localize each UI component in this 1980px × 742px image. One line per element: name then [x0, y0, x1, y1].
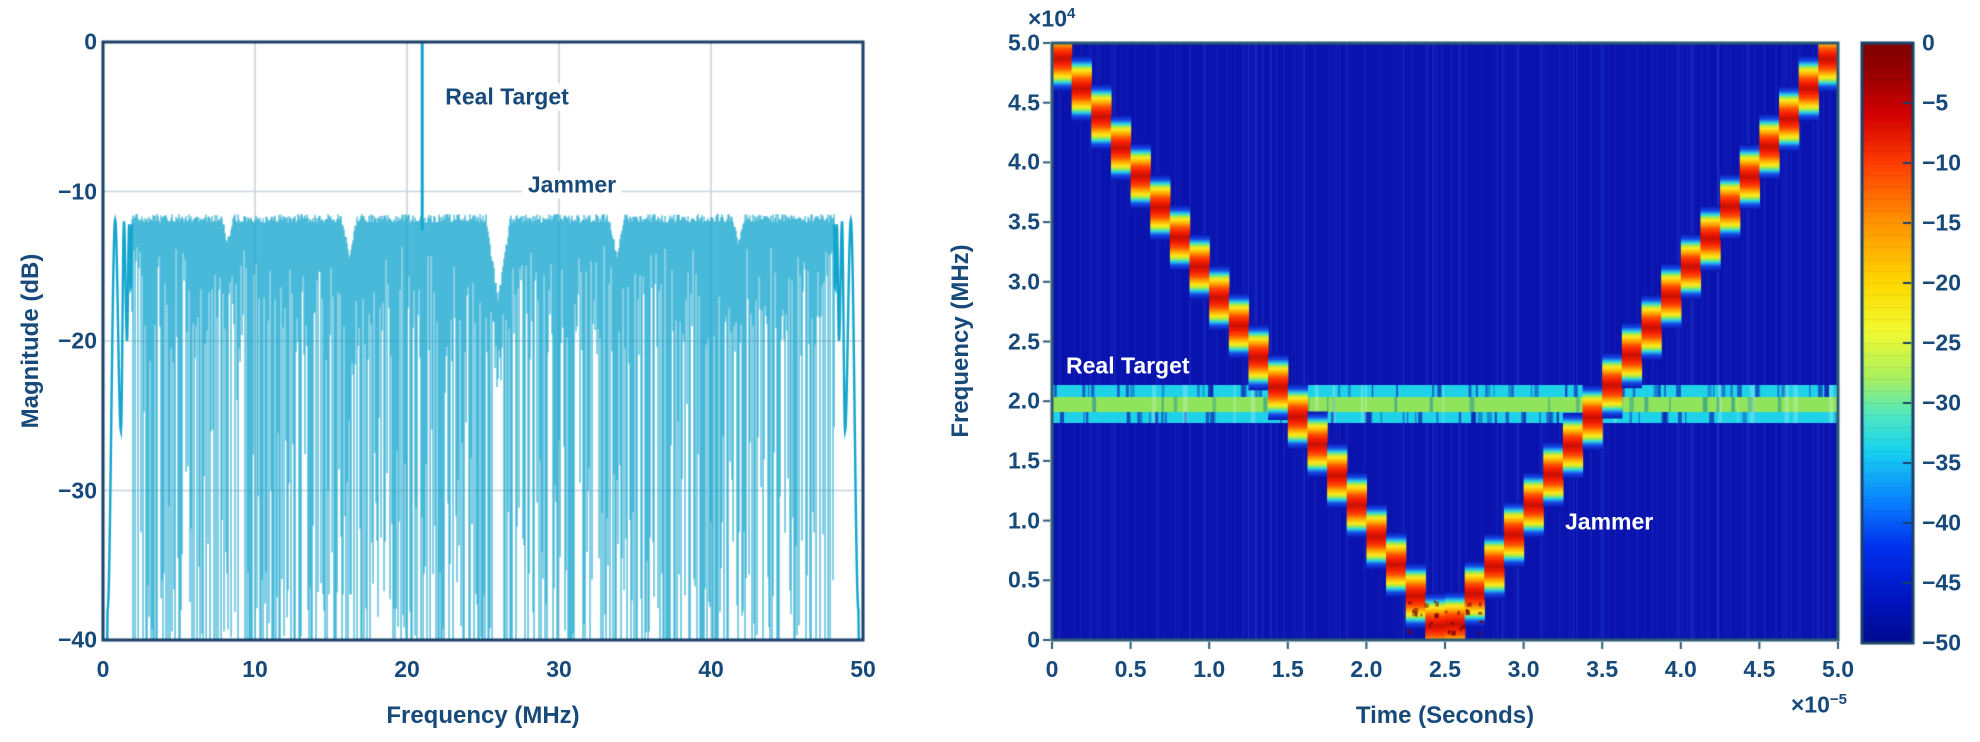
left-annotation-jammer: Jammer — [521, 171, 623, 199]
left-xlabel: Frequency (MHz) — [386, 702, 580, 729]
right-x-tick-label: 4.5 — [1743, 656, 1776, 682]
left-x-tick-label: 50 — [850, 656, 876, 682]
colorbar-tick-label: −25 — [1922, 329, 1962, 356]
right-y-tick-label: 4.5 — [1008, 89, 1040, 116]
left-y-tick-label: −40 — [57, 626, 97, 653]
right-x-tick-label: 3.5 — [1586, 656, 1619, 682]
right-y-tick-label: 3.0 — [1008, 268, 1040, 295]
right-y-tick-label: 1.5 — [1008, 447, 1040, 474]
colorbar-tick-label: −45 — [1922, 569, 1962, 596]
colorbar-tick-label: −30 — [1922, 389, 1962, 416]
right-y-tick-label: 2.0 — [1008, 387, 1040, 414]
right-y-tick-label: 1.0 — [1008, 507, 1040, 534]
right-xlabel: Time (Seconds) — [1355, 702, 1535, 729]
right-y-tick-label: 5.0 — [1008, 29, 1040, 56]
right-x-tick-label: 1.5 — [1271, 656, 1304, 682]
right-x-tick-label: 0.5 — [1114, 656, 1147, 682]
left-y-tick-label: −10 — [57, 178, 97, 204]
right-x-tick-label: 1.0 — [1193, 656, 1226, 682]
left-x-tick-label: 30 — [546, 656, 572, 682]
colorbar-tick-label: −10 — [1922, 149, 1962, 176]
right-y-tick-label: 0.5 — [1008, 566, 1040, 593]
left-y-tick-label: −20 — [57, 327, 97, 354]
left-ylabel: Magnitude (dB) — [17, 253, 44, 429]
left-x-tick-label: 0 — [96, 656, 110, 682]
right-y-tick-label: 3.5 — [1008, 208, 1040, 235]
colorbar-tick-label: −15 — [1922, 209, 1962, 236]
right-y-tick-label: 2.5 — [1008, 328, 1040, 354]
right-x-tick-label: 5.0 — [1822, 656, 1854, 682]
right-x-tick-label: 2.5 — [1429, 656, 1461, 682]
x-axis-multiplier: ×10−5 — [1790, 691, 1847, 718]
right-annotation-real-target: Real Target — [1066, 352, 1190, 379]
left-y-tick-label: 0 — [84, 28, 97, 55]
left-annotation-real-target: Real Target — [439, 83, 575, 111]
colorbar-tick-label: −5 — [1922, 89, 1949, 116]
colorbar-tick-label: −35 — [1922, 449, 1962, 476]
right-x-tick-label: 2.0 — [1350, 656, 1383, 682]
left-x-tick-label: 20 — [394, 656, 420, 682]
right-y-tick-label: 0 — [1027, 626, 1040, 653]
left-y-tick-label: −30 — [57, 477, 97, 503]
colorbar-tick-label: 0 — [1922, 29, 1935, 56]
left-x-tick-label: 40 — [698, 656, 724, 682]
colorbar-tick-label: −50 — [1922, 629, 1962, 656]
colorbar-tick-label: −20 — [1922, 269, 1962, 296]
right-x-tick-label: 3.0 — [1507, 656, 1540, 682]
right-y-tick-label: 4.0 — [1008, 148, 1040, 175]
right-x-tick-label: 0 — [1045, 656, 1059, 682]
y-axis-multiplier: ×104 — [1028, 5, 1076, 32]
right-annotation-jammer: Jammer — [1565, 508, 1654, 535]
right-x-tick-label: 4.0 — [1664, 656, 1697, 682]
right-ylabel: Frequency (MHz) — [947, 244, 974, 438]
colorbar-tick-label: −40 — [1922, 509, 1962, 536]
left-x-tick-label: 10 — [242, 656, 268, 682]
